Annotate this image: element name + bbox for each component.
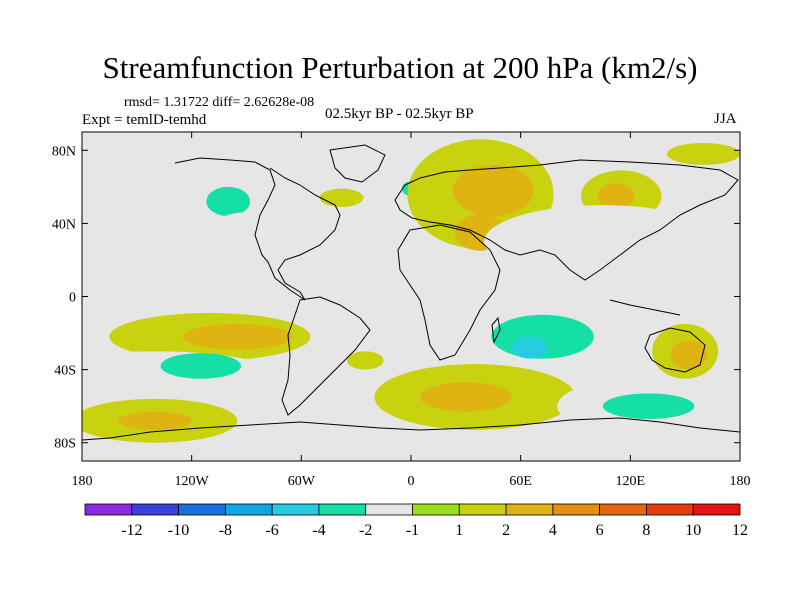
- contour-region: [160, 353, 242, 379]
- lat-label: 80S: [54, 437, 76, 452]
- coast-eurasia: [394, 159, 739, 281]
- lat-label: 40N: [52, 217, 76, 232]
- colorbar-label: -10: [168, 522, 189, 539]
- contour-region: [666, 142, 740, 165]
- coast-greenland: [329, 144, 386, 183]
- coast-north-america: [174, 157, 341, 301]
- contour-region: [453, 164, 534, 217]
- experiment-label: Expt = temlD-temhd: [82, 112, 207, 128]
- colorbar-label: -12: [121, 522, 142, 539]
- coast-australia: [644, 327, 706, 373]
- colorbar-swatch: [131, 503, 179, 516]
- contour-region: [420, 382, 512, 412]
- colorbar-label: -1: [406, 522, 419, 539]
- contour-region: [118, 411, 192, 430]
- colorbar-swatch: [224, 503, 273, 516]
- lat-label: 80N: [52, 144, 76, 159]
- coast-south-america: [281, 296, 371, 416]
- colorbar: -12 -10 -8 -6 -4 -2 -1 1 2 4 6 8 10 12: [84, 503, 748, 539]
- lon-label: 180: [72, 474, 93, 489]
- colorbar-swatch: [599, 503, 647, 516]
- latitude-labels: 80N 40N 0 40S 80S: [52, 144, 76, 451]
- coast-indonesia: [609, 299, 681, 316]
- lon-label: 120E: [616, 474, 646, 489]
- coast-africa: [397, 224, 501, 361]
- colorbar-swatch: [178, 503, 226, 516]
- contour-region: [670, 340, 708, 370]
- colorbar-label: 8: [642, 522, 650, 539]
- colorbar-swatch: [84, 503, 133, 516]
- colorbar-swatch: [505, 503, 554, 516]
- colorbar-swatch: [365, 503, 413, 516]
- lon-label: 0: [408, 474, 415, 489]
- colorbar-swatch: [458, 503, 507, 516]
- colorbar-swatch: [412, 503, 460, 516]
- contour-region: [602, 393, 695, 419]
- contour-region: [319, 188, 364, 207]
- colorbar-swatch: [692, 503, 741, 516]
- colorbar-label: 6: [596, 522, 604, 539]
- contour-region: [347, 351, 384, 370]
- season-label: JJA: [714, 111, 737, 127]
- contour-region: [206, 186, 251, 217]
- colorbar-swatch: [646, 503, 694, 516]
- contour-region: [182, 323, 293, 350]
- contour-region: [103, 153, 170, 176]
- colorbar-label: 1: [455, 522, 463, 539]
- colorbar-label: -8: [219, 522, 232, 539]
- colorbar-label: 2: [502, 522, 510, 539]
- stats-text: rmsd= 1.31722 diff= 2.62628e-08: [124, 95, 315, 110]
- coast-antarctica: [82, 417, 740, 441]
- contour-region: [484, 205, 722, 279]
- chart-title: Streamfunction Perturbation at 200 hPa (…: [102, 50, 698, 85]
- lon-label: 180: [730, 474, 751, 489]
- colorbar-swatch: [318, 503, 367, 516]
- coastlines: [82, 144, 740, 441]
- contour-region: [277, 150, 344, 180]
- colorbar-swatch: [271, 503, 320, 516]
- contour-fills: [82, 139, 740, 443]
- colorbar-label: -6: [265, 522, 278, 539]
- contour-region: [87, 223, 168, 253]
- lat-label: 0: [69, 291, 76, 306]
- lon-label: 120W: [175, 474, 210, 489]
- lon-label: 60E: [509, 474, 532, 489]
- contour-region: [511, 336, 549, 359]
- lat-label: 40S: [54, 364, 76, 379]
- longitude-labels: 180 120W 60W 0 60E 120E 180: [72, 474, 751, 489]
- colorbar-label: -2: [359, 522, 372, 539]
- period-label: 02.5kyr BP - 02.5kyr BP: [325, 106, 474, 122]
- contour-region: [597, 183, 634, 209]
- lon-label: 60W: [288, 474, 316, 489]
- colorbar-label: 12: [732, 522, 748, 539]
- colorbar-label: -4: [312, 522, 325, 539]
- contour-region: [213, 212, 280, 242]
- colorbar-swatch: [552, 503, 601, 516]
- coast-madagascar: [491, 316, 501, 344]
- colorbar-label: 10: [685, 522, 701, 539]
- colorbar-label: 4: [549, 522, 557, 539]
- axis-ticks: [81, 132, 741, 461]
